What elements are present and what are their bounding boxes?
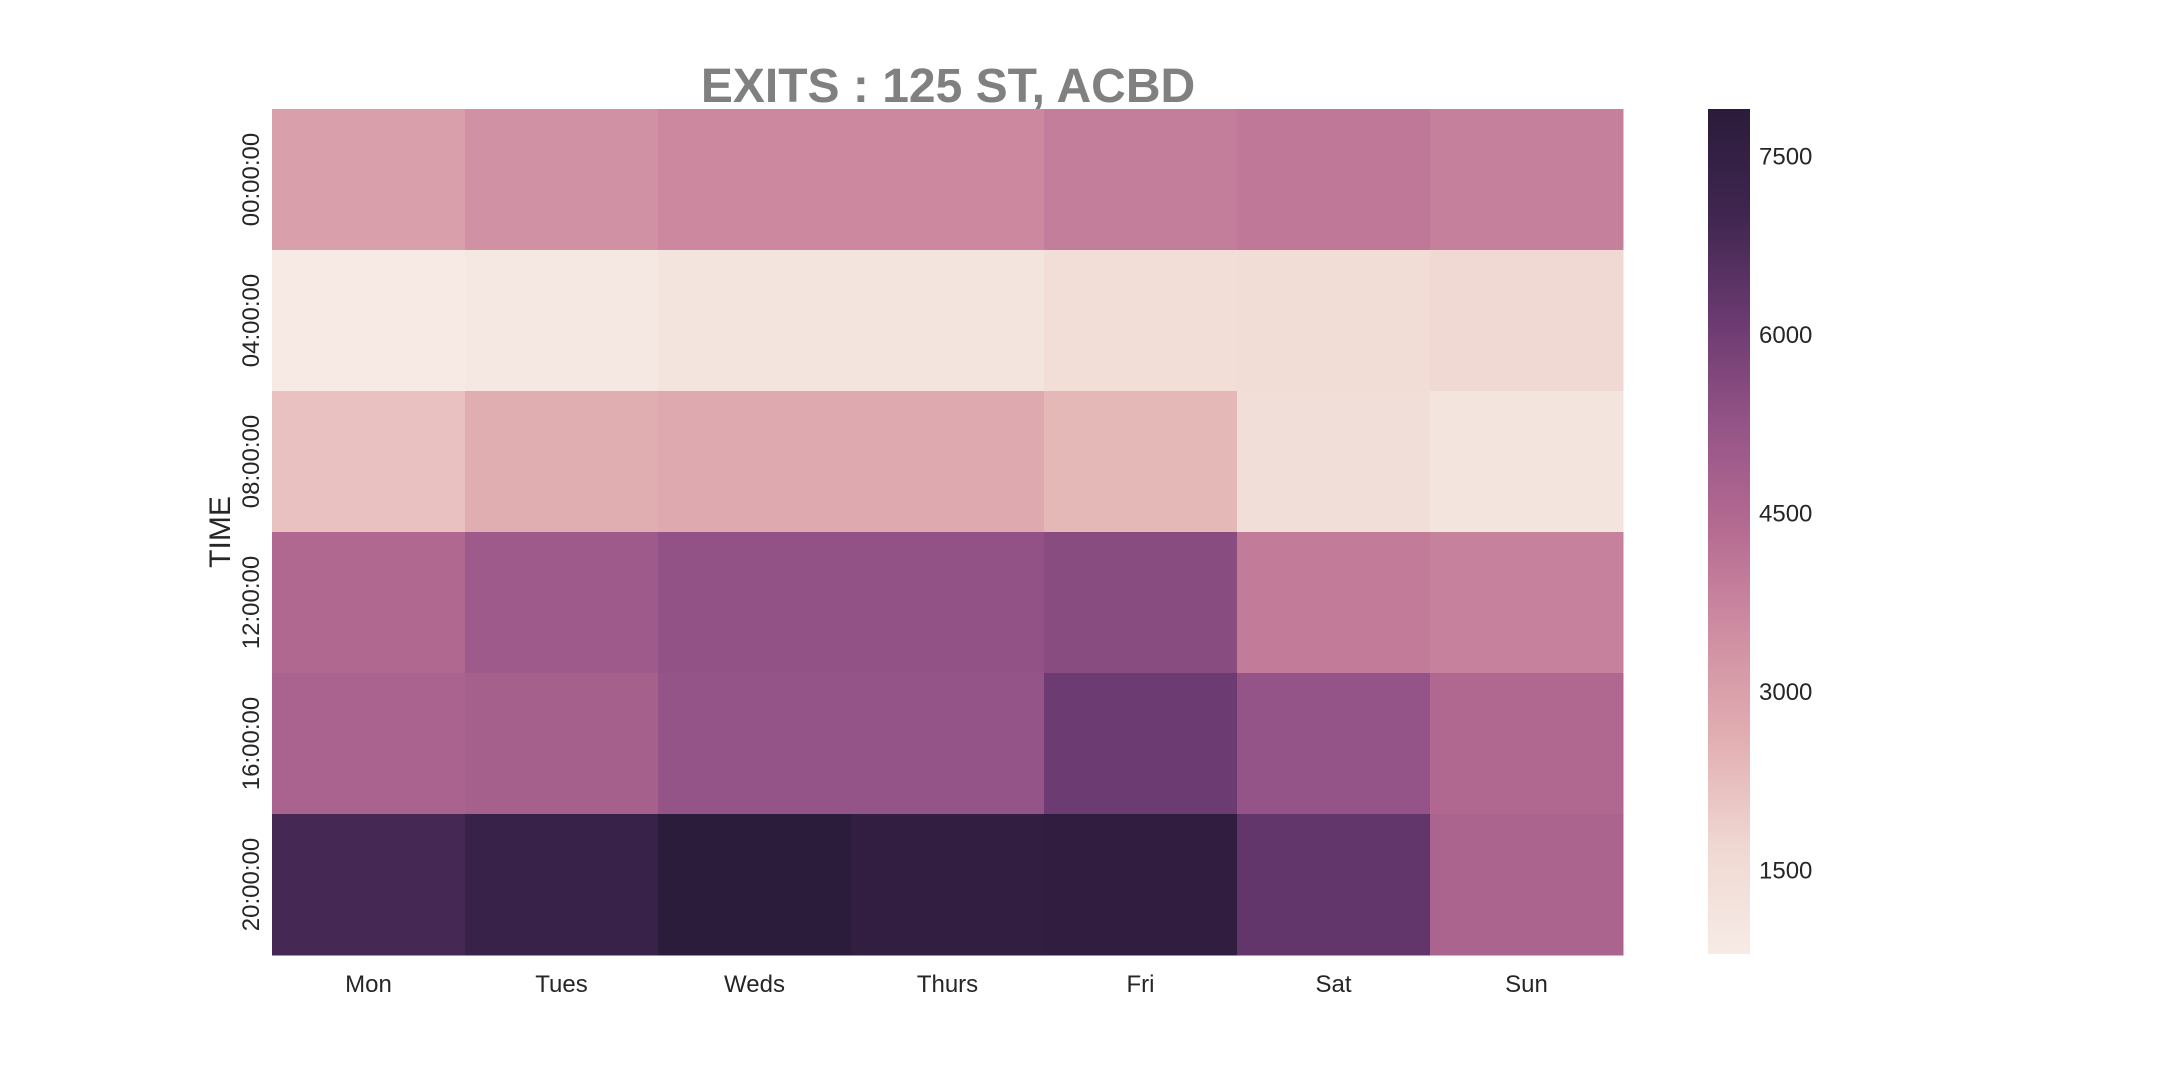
y-tick-label: 12:00:00 bbox=[238, 556, 265, 649]
x-tick-label: Mon bbox=[345, 971, 392, 998]
heatmap-cell bbox=[1237, 250, 1431, 392]
heatmap-cell bbox=[851, 250, 1045, 392]
heatmap-cell bbox=[1044, 673, 1238, 815]
y-tick-label: 16:00:00 bbox=[238, 697, 265, 790]
heatmap-cell bbox=[851, 109, 1045, 251]
heatmap-cell bbox=[1430, 109, 1624, 251]
heatmap-cell bbox=[658, 673, 852, 815]
heatmap-cell bbox=[658, 532, 852, 674]
colorbar-tick-label: 3000 bbox=[1759, 679, 1812, 706]
heatmap-cell bbox=[851, 532, 1045, 674]
heatmap-cell bbox=[658, 109, 852, 251]
heatmap-cell bbox=[851, 814, 1045, 956]
heatmap-cell bbox=[1430, 673, 1624, 815]
heatmap-cell bbox=[658, 814, 852, 956]
heatmap-cells bbox=[272, 109, 1624, 956]
heatmap-cell bbox=[851, 391, 1045, 533]
heatmap-cell bbox=[1044, 109, 1238, 251]
y-axis-label: TIME bbox=[204, 496, 237, 568]
heatmap-cell bbox=[272, 532, 466, 674]
heatmap-cell bbox=[465, 673, 659, 815]
heatmap-cell bbox=[1430, 250, 1624, 392]
heatmap-cell bbox=[272, 814, 466, 956]
colorbar-ticks: 1500 3000 4500 6000 7500 bbox=[1759, 144, 1812, 885]
heatmap-cell bbox=[1237, 532, 1431, 674]
heatmap-cell bbox=[658, 250, 852, 392]
heatmap-cell bbox=[465, 109, 659, 251]
chart-title: EXITS : 125 ST, ACBD bbox=[701, 60, 1195, 113]
heatmap-cell bbox=[1237, 673, 1431, 815]
heatmap-cell bbox=[272, 673, 466, 815]
heatmap-cell bbox=[1237, 109, 1431, 251]
heatmap-cell bbox=[1237, 391, 1431, 533]
heatmap-cell bbox=[658, 391, 852, 533]
heatmap-cell bbox=[1430, 391, 1624, 533]
heatmap-cell bbox=[1237, 814, 1431, 956]
colorbar-tick-label: 1500 bbox=[1759, 858, 1812, 885]
heatmap-cell bbox=[272, 391, 466, 533]
heatmap-cell bbox=[465, 814, 659, 956]
heatmap-cell bbox=[1430, 532, 1624, 674]
heatmap-cell bbox=[1044, 391, 1238, 533]
y-tick-label: 20:00:00 bbox=[238, 838, 265, 931]
colorbar-tick-label: 4500 bbox=[1759, 501, 1812, 528]
colorbar-tick-label: 6000 bbox=[1759, 322, 1812, 349]
heatmap-cell bbox=[1044, 250, 1238, 392]
heatmap-cell bbox=[1044, 532, 1238, 674]
x-tick-label: Thurs bbox=[917, 971, 978, 998]
x-tick-label: Sat bbox=[1315, 971, 1351, 998]
y-tick-label: 00:00:00 bbox=[238, 133, 265, 226]
x-tick-label: Weds bbox=[724, 971, 785, 998]
x-tick-label: Fri bbox=[1127, 971, 1155, 998]
x-tick-label: Sun bbox=[1505, 971, 1548, 998]
x-axis-ticks: Mon Tues Weds Thurs Fri Sat Sun bbox=[345, 971, 1548, 998]
heatmap-cell bbox=[272, 109, 466, 251]
heatmap-cell bbox=[465, 391, 659, 533]
y-tick-label: 04:00:00 bbox=[238, 274, 265, 367]
heatmap-cell bbox=[272, 250, 466, 392]
colorbar-tick-label: 7500 bbox=[1759, 144, 1812, 171]
heatmap-cell bbox=[1430, 814, 1624, 956]
y-tick-label: 08:00:00 bbox=[238, 415, 265, 508]
heatmap-cell bbox=[465, 532, 659, 674]
heatmap-cell bbox=[1044, 814, 1238, 956]
x-tick-label: Tues bbox=[535, 971, 587, 998]
heatmap-cell bbox=[465, 250, 659, 392]
y-axis-ticks: 00:00:00 04:00:00 08:00:00 12:00:00 16:00:00… bbox=[238, 133, 265, 931]
colorbar bbox=[1708, 109, 1750, 954]
heatmap-cell bbox=[851, 673, 1045, 815]
